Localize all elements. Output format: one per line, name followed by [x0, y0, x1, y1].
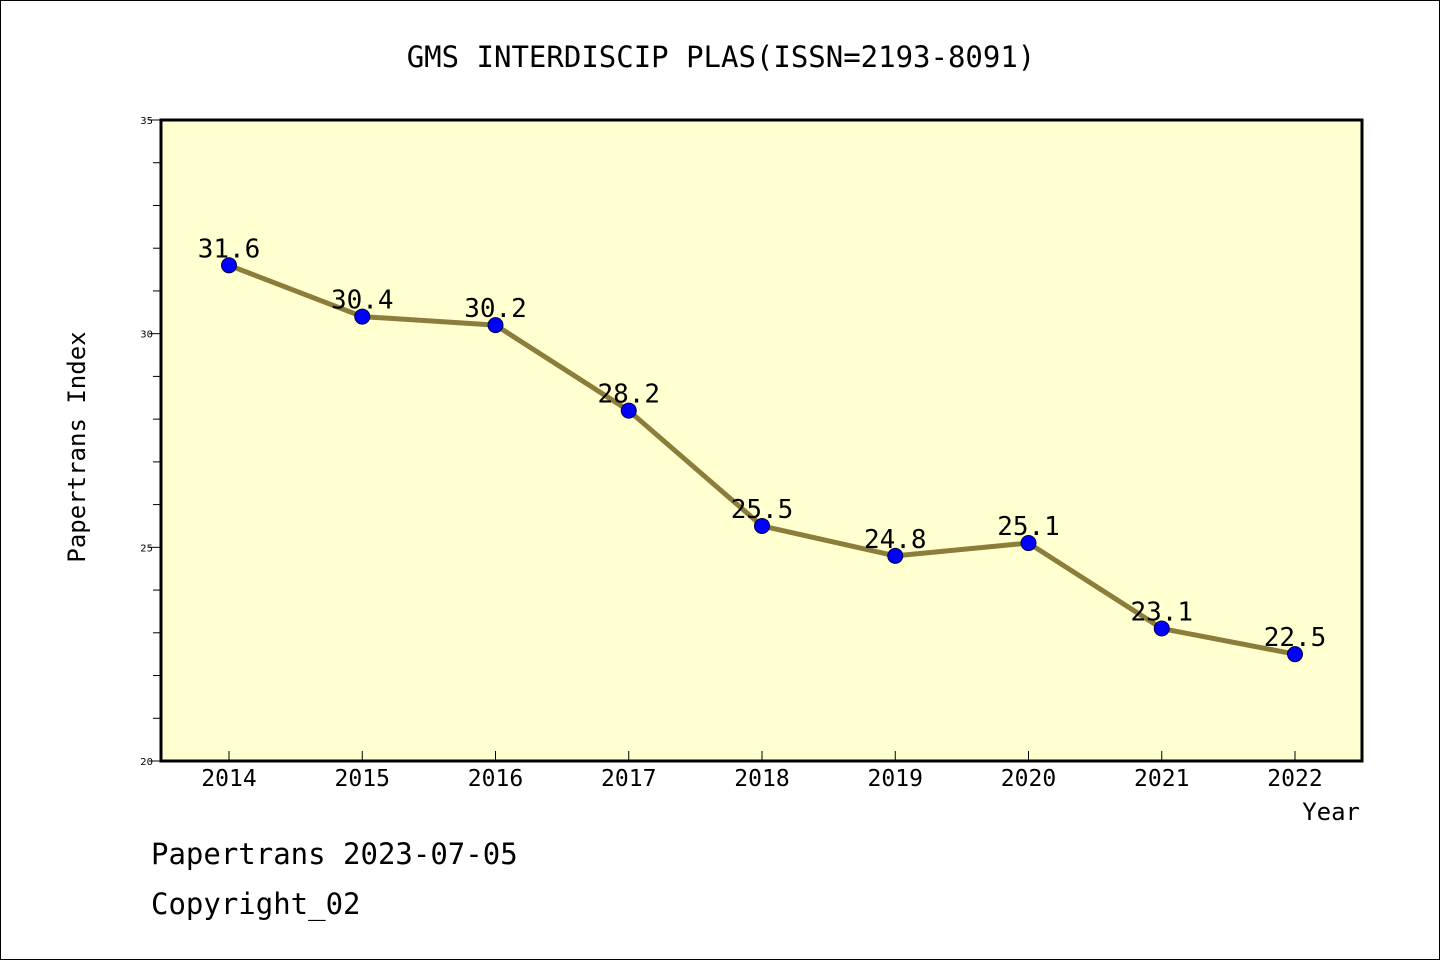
y-axis-tick-labels: 20 25 30 35: [140, 116, 153, 768]
x-tick-label: 2021: [1134, 766, 1189, 792]
data-point: [487, 317, 504, 334]
x-axis-label: Year: [1302, 798, 1360, 826]
x-tick-label: 2019: [868, 766, 923, 792]
data-point: [1287, 646, 1303, 663]
data-point: [754, 517, 770, 534]
data-point: [354, 308, 371, 325]
data-label: 28.2: [597, 380, 660, 410]
x-tick-label: 2022: [1267, 766, 1322, 792]
data-point: [1153, 620, 1170, 637]
x-tick-label: 2018: [734, 766, 789, 792]
data-markers: [221, 257, 1303, 663]
x-tick-label: 2020: [1001, 766, 1056, 792]
data-point: [620, 402, 637, 419]
data-label: 25.5: [731, 495, 794, 525]
data-point: [1020, 535, 1037, 552]
chart-title: GMS INTERDISCIP PLAS(ISSN=2193-8091): [407, 40, 1036, 74]
data-labels: 31.6 30.4 30.2 28.2 25.5 24.8 25.1 23.1 22.5: [198, 234, 1327, 653]
x-tick-label: 2016: [468, 766, 523, 792]
x-axis-ticks: [228, 751, 1296, 761]
y-tick-label: 35: [140, 116, 153, 127]
y-axis-ticks: [149, 119, 161, 762]
x-tick-label: 2015: [335, 766, 390, 792]
data-label: 30.2: [464, 294, 527, 324]
data-label: 24.8: [864, 525, 927, 555]
data-label: 22.5: [1264, 623, 1327, 653]
footer-copyright: Copyright_02: [151, 887, 361, 921]
x-tick-label: 2014: [201, 766, 256, 792]
data-point: [221, 257, 237, 274]
x-axis-tick-labels: 2014 2015 2016 2017 2018 2019 2020 2021 2022: [201, 766, 1322, 792]
y-axis-label: Papertrans Index: [63, 331, 91, 562]
data-label: 30.4: [331, 286, 394, 316]
data-label: 31.6: [198, 234, 261, 264]
y-tick-label: 20: [140, 757, 153, 768]
y-tick-label: 25: [140, 543, 153, 554]
footer-date-line: Papertrans 2023-07-05: [151, 837, 518, 871]
x-tick-label: 2017: [601, 766, 656, 792]
data-point: [887, 547, 904, 564]
data-label: 25.1: [997, 512, 1060, 542]
plot-area: [159, 118, 1364, 763]
data-label: 23.1: [1130, 598, 1193, 628]
y-tick-label: 30: [140, 330, 153, 341]
